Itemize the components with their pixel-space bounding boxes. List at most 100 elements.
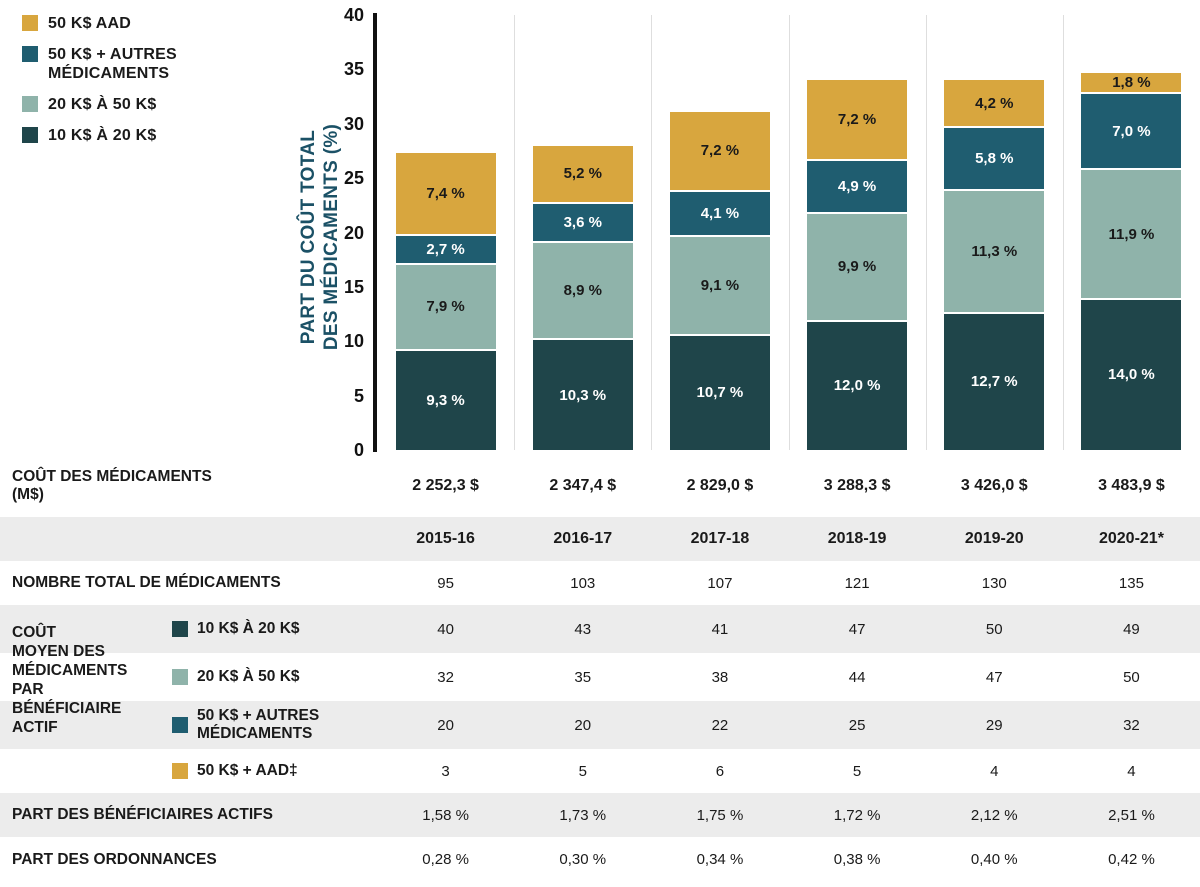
bar-segment-label: 12,0 % xyxy=(833,377,881,395)
bar-segment-label: 10,3 % xyxy=(559,386,607,404)
y-tick-label: 40 xyxy=(343,5,364,25)
row-swatch-icon xyxy=(172,717,188,733)
table-cell: 5 xyxy=(578,762,587,780)
y-tick-label: 0 xyxy=(353,440,364,460)
table-cell: 22 xyxy=(711,716,729,734)
bar-segment: 14,0 % xyxy=(1081,297,1182,450)
y-axis-ticks: 0 5 10 15 20 25 30 35 40 xyxy=(0,6,364,459)
bar-segment-label: 7,2 % xyxy=(837,110,877,128)
row-label: PART DES ORDONNANCES xyxy=(12,850,217,868)
group-label-cout-moyen: COÛT MOYEN DES MÉDICAMENTS PAR BÉNÉFICIA… xyxy=(12,624,128,736)
table-cell: 2015-16 xyxy=(416,530,475,547)
row-label: 10 K$ À 20 K$ xyxy=(197,620,300,637)
bar-segment-label: 9,3 % xyxy=(426,391,465,409)
bar-segment-label: 7,2 % xyxy=(700,142,740,160)
table-cell: 95 xyxy=(437,574,454,592)
table-cell: 2,51 % xyxy=(1108,806,1155,824)
y-tick-label: 35 xyxy=(343,59,364,80)
y-tick-label: 5 xyxy=(353,385,364,406)
bar-segment: 11,9 % xyxy=(1081,168,1182,298)
row-label-cell: PART DES BÉNÉFICIAIRES ACTIFS xyxy=(0,793,377,837)
table-cell: 49 xyxy=(1123,620,1140,638)
table-cell: 1,58 % xyxy=(422,806,469,824)
table-cell: 20 xyxy=(574,716,592,734)
table-row-part-beneficiaires-actifs: PART DES BÉNÉFICIAIRES ACTIFS 1,58 % 1,73 … xyxy=(0,793,1200,837)
table-row-cout-moyen-10-20: 10 K$ À 20 K$ 40 43 41 47 50 49 xyxy=(0,605,1200,653)
table-cell: 0,34 % xyxy=(696,851,744,868)
table-cell: 44 xyxy=(848,668,866,686)
bar-segment: 7,2 % xyxy=(669,111,770,191)
table-cell: 1,72 % xyxy=(833,806,881,824)
legend-swatch-icon xyxy=(22,15,38,31)
table-cell: 29 xyxy=(985,716,1003,734)
chart-legend: 50 K$ AAD 50 K$ + AUTRES MÉDICAMENTS 20 K$… xyxy=(22,14,332,145)
bar-segment: 7,2 % xyxy=(807,80,908,159)
table-cell: 0,28 % xyxy=(422,851,469,868)
table-cell: 47 xyxy=(848,620,866,638)
bar-segment: 12,7 % xyxy=(944,311,1045,450)
table-cell: 2020-21* xyxy=(1098,530,1164,547)
table-cell: 50 xyxy=(1123,668,1140,686)
table-cell: 2 252,3 $ xyxy=(412,477,479,494)
row-label: 50 K$ + AUTRES MÉDICAMENTS xyxy=(197,707,320,742)
table-cell: 121 xyxy=(844,574,870,592)
row-label: 20 K$ À 50 K$ xyxy=(197,668,300,685)
bar-segment: 1,8 % xyxy=(1081,72,1182,93)
bar-segment-label: 3,6 % xyxy=(563,214,602,232)
bar-segment: 8,9 % xyxy=(532,241,633,338)
row-label: PART DES BÉNÉFICIAIRES ACTIFS xyxy=(12,806,273,823)
y-tick-label: 20 xyxy=(343,222,364,243)
table-cell: 0,30 % xyxy=(559,851,607,868)
bar-2016-17: 10,3 % 8,9 % 3,6 % 5,2 % xyxy=(532,145,633,450)
bar-segment-label: 5,8 % xyxy=(975,149,1014,167)
table-cell: 2,12 % xyxy=(970,806,1018,824)
grid-line xyxy=(788,15,790,450)
legend-item-label: 50 K$ + AUTRES MÉDICAMENTS xyxy=(48,46,177,82)
row-label-cell: NOMBRE TOTAL DE MÉDICAMENTS xyxy=(0,561,377,605)
row-label: 50 K$ + AAD‡ xyxy=(197,762,298,779)
legend-item-1: 50 K$ + AUTRES MÉDICAMENTS xyxy=(22,45,332,83)
table-cell: 2019-20 xyxy=(964,530,1024,547)
bar-segment-label: 4,9 % xyxy=(837,177,877,195)
table-cell: 3 483,9 $ xyxy=(1098,477,1165,494)
row-label-cell: COÛT DES MÉDICAMENTS (M$) xyxy=(0,455,377,517)
bar-2018-19: 12,0 % 9,9 % 4,9 % 7,2 % xyxy=(807,80,908,450)
legend-item-0: 50 K$ AAD xyxy=(22,14,332,33)
table-cell: 4 xyxy=(990,762,999,780)
bar-segment-label: 4,1 % xyxy=(700,204,740,222)
table-cell: 40 xyxy=(437,620,454,638)
table-cell: 32 xyxy=(437,668,454,686)
row-label-cell xyxy=(0,517,377,561)
bar-segment-label: 5,2 % xyxy=(563,165,602,183)
bar-segment-label: 7,0 % xyxy=(1112,122,1151,140)
grid-line xyxy=(925,15,927,450)
table-cell: 107 xyxy=(707,574,733,592)
bar-segment-label: 14,0 % xyxy=(1108,366,1155,384)
row-label-cell: 50 K$ + AUTRES MÉDICAMENTS xyxy=(0,701,377,749)
table-cell: 32 xyxy=(1123,716,1140,734)
bar-segment: 7,4 % xyxy=(395,153,496,234)
bar-segment-label: 11,9 % xyxy=(1108,225,1155,243)
row-label-cell: 50 K$ + AAD‡ xyxy=(0,749,377,793)
bar-segment: 5,8 % xyxy=(944,125,1045,190)
table-cell: 3 426,0 $ xyxy=(960,477,1028,494)
table-cell: 2 347,4 $ xyxy=(549,477,617,494)
y-tick-label: 10 xyxy=(343,331,364,352)
row-swatch-icon xyxy=(172,763,188,779)
table-cell: 3 288,3 $ xyxy=(823,477,891,494)
table-row-cout-moyen-50-aad: 50 K$ + AAD‡ 3 5 6 5 4 4 xyxy=(0,749,1200,793)
row-label: COÛT DES MÉDICAMENTS (M$) xyxy=(12,468,212,503)
bar-segment: 9,9 % xyxy=(807,211,908,320)
table-cell: 2 829,0 $ xyxy=(686,477,754,494)
chart-section: 50 K$ AAD 50 K$ + AUTRES MÉDICAMENTS 20 K$… xyxy=(0,6,1182,459)
bar-segment: 10,7 % xyxy=(669,333,770,450)
table-cell: 2017-18 xyxy=(690,530,750,547)
legend-item-label: 50 K$ AAD xyxy=(48,15,132,32)
row-label-cell: PART DES ORDONNANCES xyxy=(0,837,377,882)
bar-segment-label: 9,1 % xyxy=(700,276,740,294)
table-cell: 2018-19 xyxy=(827,530,887,547)
bar-segment-label: 7,4 % xyxy=(426,184,465,202)
bar-segment: 4,2 % xyxy=(944,80,1045,126)
bar-segment-label: 11,3 % xyxy=(971,242,1018,260)
